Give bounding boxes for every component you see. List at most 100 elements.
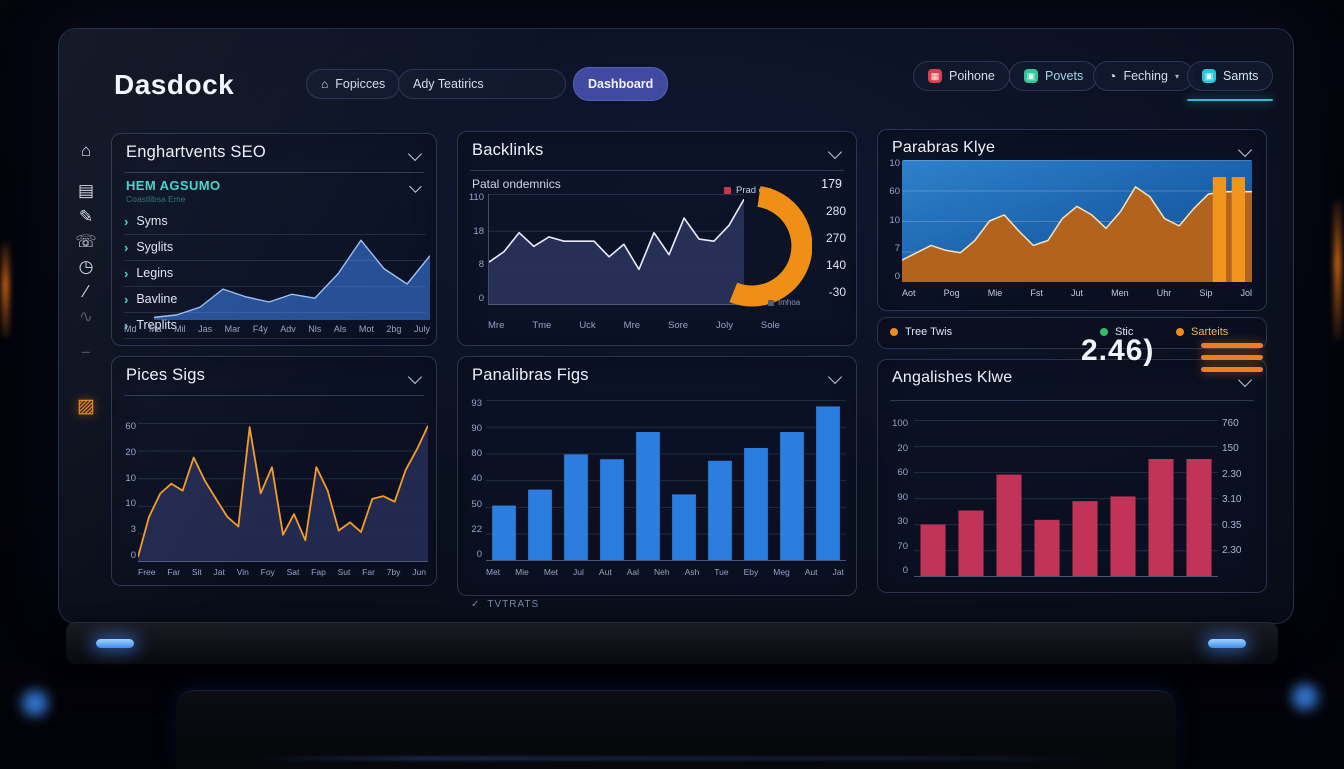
- check-icon: ✓: [471, 599, 480, 610]
- dashboard-screen: Dasdock ⌂ Fopicces Ady Teatirics Dashboa…: [58, 28, 1294, 624]
- tick-label: Pog: [944, 288, 960, 298]
- tick-label: 3.10: [1222, 494, 1241, 505]
- tick-label: Joly: [716, 320, 733, 331]
- menu-item-syms[interactable]: › Syms: [124, 208, 426, 235]
- tick-label: 2.30: [1222, 469, 1241, 480]
- tick-label: Mre: [624, 320, 640, 331]
- tick-label: Jul: [573, 567, 584, 577]
- nav-item-ady-teatirics[interactable]: Ady Teatirics: [398, 69, 566, 99]
- left-orange-glow: [2, 242, 9, 338]
- tick-label: Jut: [1071, 288, 1083, 298]
- chevron-down-icon[interactable]: [828, 370, 842, 384]
- panel-title: Backlinks: [472, 141, 544, 160]
- chevron-down-icon[interactable]: [408, 147, 422, 161]
- dash-icon: −: [75, 343, 97, 363]
- menu-item-syglits[interactable]: › Syglits: [124, 234, 426, 261]
- tick-label: Sut: [338, 567, 351, 577]
- action-label: Poihone: [949, 69, 995, 83]
- tick-label: F4y: [253, 324, 268, 334]
- tick-label: 8: [479, 259, 484, 270]
- nav-item-dashboard[interactable]: Dashboard: [573, 67, 668, 101]
- menu-item-bavline[interactable]: › Bavline: [124, 286, 426, 313]
- action-feching-button[interactable]: ◔ Feching ▾: [1093, 61, 1194, 91]
- action-povets-button[interactable]: ▣ Povets: [1009, 61, 1098, 91]
- home-icon[interactable]: ⌂: [75, 141, 97, 161]
- clipboard-icon[interactable]: ▤: [75, 181, 97, 201]
- tick-label: Aut: [805, 567, 818, 577]
- link-icon[interactable]: ∿: [75, 307, 97, 327]
- menu-item-legins[interactable]: › Legins: [124, 260, 426, 287]
- tick-label: 60: [125, 421, 136, 432]
- nav-item-fopicces[interactable]: ⌂ Fopicces: [306, 69, 400, 99]
- bezel-light-right: [1208, 639, 1246, 648]
- tick-label: Met: [544, 567, 558, 577]
- chevron-down-icon[interactable]: [828, 145, 842, 159]
- building-icon: ⌂: [321, 77, 328, 91]
- tick-label: Ma: [149, 324, 162, 334]
- tick-label: Adv: [280, 324, 296, 334]
- phone-icon[interactable]: ☏: [75, 232, 97, 252]
- tick-label: Tue: [714, 567, 728, 577]
- tick-label: Jun: [412, 567, 426, 577]
- tick-label: Far: [362, 567, 375, 577]
- stat-sarteits[interactable]: Sarteits: [1176, 326, 1228, 338]
- tick-label: Mie: [515, 567, 529, 577]
- chevron-down-icon[interactable]: [1238, 373, 1252, 387]
- tick-label: Sat: [287, 567, 300, 577]
- bezel-light-left: [96, 639, 134, 648]
- desk-glow-right: [1292, 684, 1318, 710]
- tick-label: Sit: [192, 567, 202, 577]
- tick-label: Vin: [237, 567, 249, 577]
- samts-icon: ▣: [1202, 69, 1216, 83]
- stat-label: Tree Twis: [905, 326, 952, 338]
- tick-label: 280: [826, 204, 846, 218]
- tick-label: Mot: [359, 324, 374, 334]
- tick-label: 2bg: [386, 324, 401, 334]
- tick-label: 93: [471, 398, 482, 409]
- pencil-icon[interactable]: ✎: [75, 207, 97, 227]
- chevron-down-icon[interactable]: [408, 370, 422, 384]
- chevron-down-icon[interactable]: [1238, 143, 1252, 157]
- tick-label: 30: [897, 516, 908, 527]
- desk-glow-left: [22, 690, 48, 716]
- tick-label: 0: [131, 550, 136, 561]
- tick-label: 140: [826, 258, 846, 272]
- chevron-down-icon[interactable]: [409, 180, 422, 193]
- clock-icon[interactable]: ◷: [75, 257, 97, 277]
- panel-title: Angalishes Klwe: [892, 369, 1012, 387]
- tick-label: 70: [897, 541, 908, 552]
- chart-icon[interactable]: ▨: [75, 395, 97, 418]
- nav-label: Ady Teatirics: [413, 77, 484, 91]
- tick-label: 0.35: [1222, 520, 1241, 531]
- tick-label: 7: [895, 243, 900, 254]
- clock-icon: ◔: [1108, 68, 1116, 84]
- tick-label: Uck: [579, 320, 595, 331]
- seo-link-title[interactable]: HEM AGSUMO: [126, 178, 221, 193]
- action-samts-button[interactable]: ▣ Samts: [1187, 61, 1273, 91]
- tick-label: 760: [1222, 418, 1239, 429]
- stat-label: Sarteits: [1191, 326, 1228, 338]
- tick-label: 50: [471, 499, 482, 510]
- action-poihone-button[interactable]: ▦ Poihone: [913, 61, 1010, 91]
- tick-label: 10: [125, 473, 136, 484]
- tick-label: Aot: [902, 288, 916, 298]
- tick-label: 0: [479, 293, 484, 304]
- tick-label: Als: [334, 324, 347, 334]
- stat-tree-twis[interactable]: Tree Twis: [890, 326, 952, 338]
- orange-dot-icon: [1176, 328, 1184, 336]
- pen-icon[interactable]: ∕: [75, 282, 97, 302]
- menu-label: Syglits: [136, 240, 173, 254]
- tick-label: 80: [471, 448, 482, 459]
- divider: [890, 400, 1254, 401]
- tick-label: 20: [897, 443, 908, 454]
- tick-label: Men: [1111, 288, 1129, 298]
- backlinks-subtitle: Patal ondemnics: [472, 177, 561, 191]
- action-label: Feching: [1123, 69, 1167, 83]
- tvtrats-footer[interactable]: ✓ TVTRATS: [471, 599, 539, 610]
